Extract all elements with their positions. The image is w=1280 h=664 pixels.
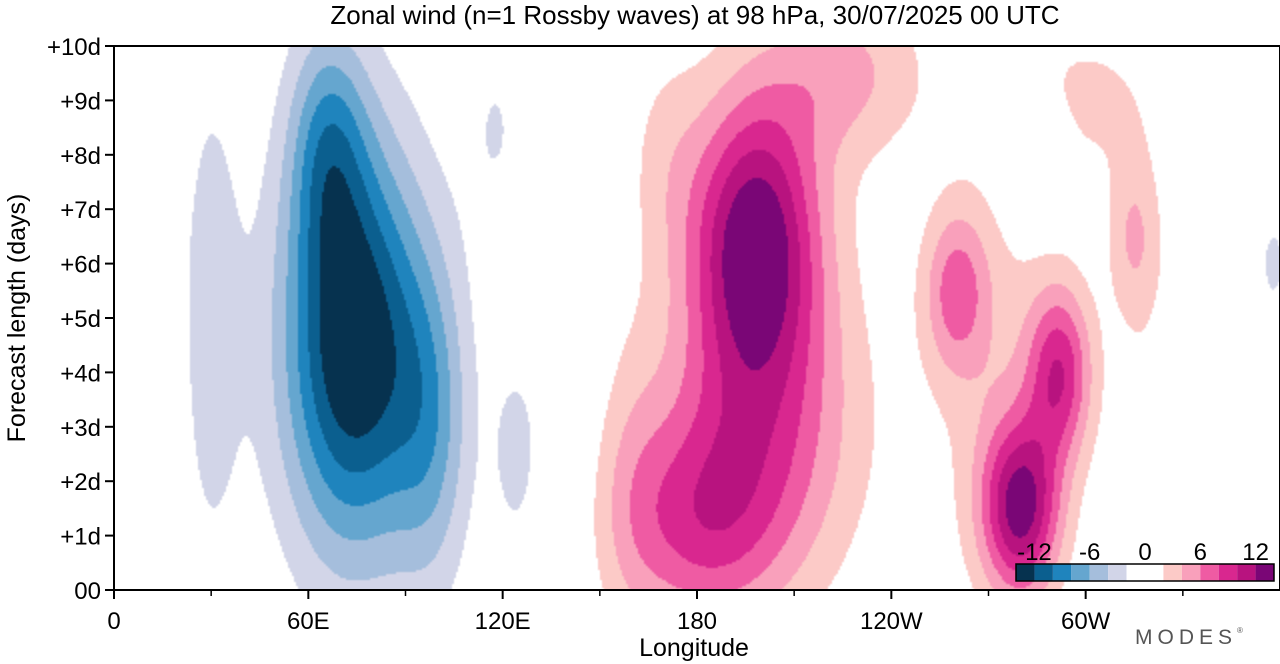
colorbar-swatch [1108,564,1127,581]
colorbar-frame [1015,563,1275,582]
colorbar-swatch [1126,564,1145,581]
colorbar-swatch [1016,564,1035,581]
y-tick-label: +1d [60,524,101,551]
y-tick-label: +9d [60,88,101,115]
colorbar-label: 0 [1138,539,1151,566]
colorbar-label: 6 [1194,539,1207,566]
y-tick-label: +2d [60,469,101,496]
y-tick-label: +7d [60,197,101,224]
colorbar-swatch [1052,564,1072,581]
plot-area [113,45,1280,591]
y-tick-label: +8d [60,143,101,170]
colorbar-swatch [1163,564,1182,581]
x-tick-label: 0 [107,608,120,635]
colorbar-swatch [1034,564,1053,581]
x-axis-label: Longitude [639,634,749,662]
x-axis: 0 60E 120E 180 120W 60W [107,590,1184,635]
colorbar: -12 -6 0 6 12 [1015,539,1275,582]
x-tick-label: 60W [1061,608,1111,635]
colorbar-swatch [1237,564,1256,581]
chart-title: Zonal wind (n=1 Rossby waves) at 98 hPa,… [330,0,1059,30]
modes-logo: MODES® [1135,626,1243,650]
x-tick-label: 60E [287,608,330,635]
registered-mark: ® [1237,626,1243,635]
y-axis-label: Forecast length (days) [3,194,31,443]
y-tick-label: +3d [60,415,101,442]
colorbar-swatch [1218,564,1238,581]
x-tick-label: 120E [475,608,531,635]
heatmap-field [114,46,1280,590]
colorbar-label: -6 [1079,539,1100,566]
colorbar-swatch [1071,564,1090,581]
x-tick-label: 180 [677,608,717,635]
y-tick-label: +5d [60,306,101,333]
colorbar-swatch [1089,564,1109,581]
x-tick-label: 120W [860,608,923,635]
y-tick-label: +6d [60,252,101,279]
colorbar-label: 12 [1242,539,1269,566]
brand-name: MODES [1135,626,1238,649]
y-tick-label: +10d [47,34,101,61]
colorbar-swatch [1181,564,1201,581]
y-tick-label: 00 [74,578,101,605]
colorbar-swatch [1200,564,1219,581]
colorbar-label: -12 [1017,539,1052,566]
colorbar-swatch [1255,564,1274,581]
y-tick-label: +4d [60,360,101,387]
y-axis: 00 +1d +2d +3d +4d +5d +6d +7d +8d +9d +10d [47,34,114,605]
colorbar-swatch [1145,564,1164,581]
